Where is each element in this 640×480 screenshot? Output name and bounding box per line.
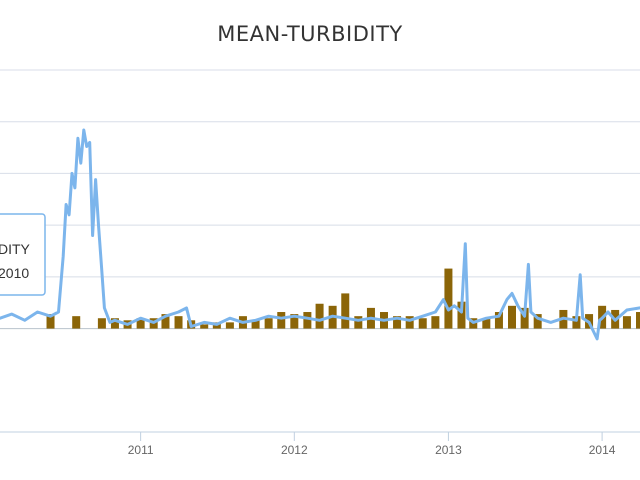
bar bbox=[264, 318, 273, 329]
bar bbox=[508, 305, 516, 329]
bar bbox=[72, 316, 81, 329]
x-tick-label: 2014 bbox=[589, 443, 616, 457]
bar bbox=[225, 322, 234, 329]
bar bbox=[354, 316, 363, 329]
x-tick-label: 2011 bbox=[128, 443, 154, 457]
bar bbox=[341, 293, 350, 329]
line-series bbox=[0, 128, 640, 341]
bar bbox=[494, 312, 503, 329]
bar bbox=[97, 318, 106, 329]
grid-lines bbox=[0, 69, 640, 330]
tooltip-series-label: DITY bbox=[0, 241, 31, 257]
bar bbox=[444, 268, 453, 329]
bar bbox=[290, 314, 299, 329]
chart-title: MEAN-TURBIDITY bbox=[217, 22, 403, 46]
bar bbox=[200, 324, 209, 329]
bar bbox=[405, 316, 414, 329]
bar bbox=[174, 316, 183, 329]
bar bbox=[393, 316, 402, 329]
bar bbox=[572, 316, 581, 329]
bar bbox=[418, 318, 427, 329]
x-tick-label: 2013 bbox=[435, 443, 462, 457]
bar bbox=[482, 318, 491, 329]
bar bbox=[277, 312, 286, 329]
tooltip-date-label: 2010 bbox=[0, 265, 29, 281]
bar bbox=[251, 320, 260, 329]
bar bbox=[431, 316, 440, 329]
bar bbox=[110, 318, 119, 329]
bar bbox=[622, 316, 631, 329]
series-line bbox=[0, 128, 640, 341]
bar bbox=[520, 307, 529, 329]
bar bbox=[457, 301, 466, 329]
bar bbox=[136, 318, 145, 329]
tooltip-box bbox=[0, 213, 46, 296]
x-tick-label: 2012 bbox=[281, 443, 308, 457]
bar bbox=[315, 303, 324, 329]
bar bbox=[161, 314, 170, 329]
bar bbox=[533, 314, 542, 329]
x-axis: 2011 2012 2013 2014 bbox=[0, 431, 640, 457]
bar bbox=[636, 312, 640, 329]
tooltip: DITY 2010 bbox=[0, 213, 46, 296]
bar bbox=[303, 312, 312, 329]
bar bbox=[46, 314, 55, 329]
